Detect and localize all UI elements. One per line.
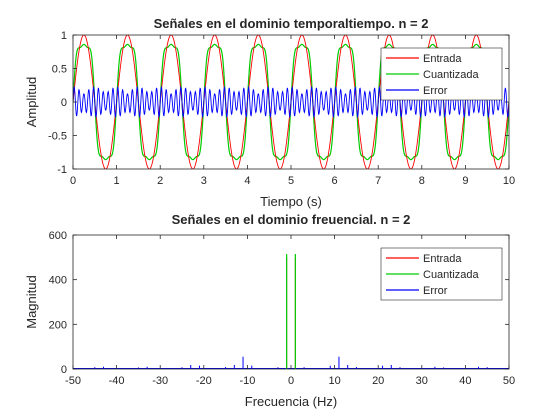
x-tick-label: 8	[419, 175, 425, 187]
x-tick-label: 9	[462, 175, 468, 187]
legend-entry: Entrada	[423, 253, 462, 265]
y-tick-label: -1	[57, 164, 67, 176]
x-tick-label: 5	[288, 175, 294, 187]
y-tick-label: -0.5	[48, 131, 67, 143]
x-tick-label: -50	[65, 375, 81, 387]
x-tick-label: 10	[503, 175, 515, 187]
y-axis-label: Magnitud	[24, 275, 39, 328]
plot-lines	[73, 35, 509, 169]
x-tick-label: -40	[109, 375, 125, 387]
chart-title: Señales en el dominio temporaltiempo. n …	[154, 16, 429, 31]
x-tick-label: 10	[328, 375, 340, 387]
x-tick-label: -30	[152, 375, 168, 387]
y-tick-label: 200	[49, 319, 67, 331]
y-axis-label: Amplitud	[24, 77, 39, 128]
x-tick-label: 50	[503, 375, 515, 387]
time-domain-axes: 0 1 2 3 4 5 6 7 8 9 10 -1 -0.5 0 0.5 1 Señales en el dom…	[24, 16, 515, 209]
legend-entry: Cuantizada	[423, 269, 480, 281]
legend-entry: Entrada	[423, 53, 462, 65]
x-tick-label: 4	[244, 175, 250, 187]
y-tick-label: 400	[49, 275, 67, 287]
chart-title: Señales en el dominio freuencial. n = 2	[172, 212, 411, 227]
y-tick-label: 0	[61, 97, 67, 109]
x-tick-label: 7	[375, 175, 381, 187]
y-tick-label: 0	[61, 364, 67, 376]
y-tick-label: 600	[49, 230, 67, 242]
x-tick-label: -20	[196, 375, 212, 387]
x-tick-label: 30	[416, 375, 428, 387]
y-tick-label: 0.5	[52, 64, 67, 76]
series-line-error	[73, 85, 509, 119]
x-tick-label: 0	[288, 375, 294, 387]
legend-entry: Cuantizada	[423, 69, 480, 81]
x-tick-label: 20	[372, 375, 384, 387]
legend-entry: Error	[423, 285, 448, 297]
y-tick-label: 1	[61, 30, 67, 42]
x-axis-label: Tiempo (s)	[260, 194, 322, 209]
legend-entry: Error	[423, 85, 448, 97]
x-tick-label: 0	[70, 175, 76, 187]
x-tick-label: 1	[114, 175, 120, 187]
x-tick-label: 3	[201, 175, 207, 187]
legend: Entrada Cuantizada Error	[380, 47, 503, 101]
x-tick-label: 40	[459, 375, 471, 387]
legend: Entrada Cuantizada Error	[380, 247, 503, 301]
x-axis-label: Frecuencia (Hz)	[245, 394, 337, 409]
frequency-domain-axes: -50 -40 -30 -20 -10 0 10 20 30 40 50 0 200 400 600 Seña…	[24, 212, 515, 409]
x-tick-label: -10	[239, 375, 255, 387]
x-tick-label: 2	[157, 175, 163, 187]
x-tick-label: 6	[332, 175, 338, 187]
